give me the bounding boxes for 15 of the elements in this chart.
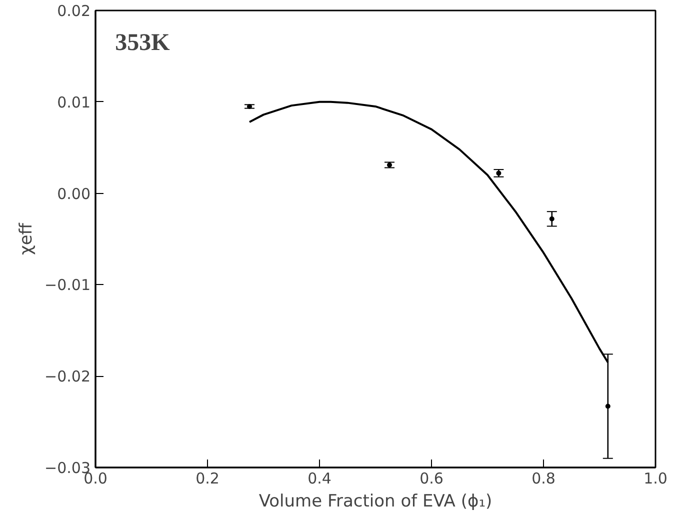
y-tick-label: 0.02 bbox=[57, 2, 91, 20]
x-axis-title: Volume Fraction of EVA (ϕ₁) bbox=[258, 492, 492, 512]
y-tick-label: 0.00 bbox=[57, 184, 91, 203]
y-tick-label: −0.01 bbox=[44, 276, 90, 294]
point bbox=[549, 216, 554, 222]
y-axis-title: χeff bbox=[16, 222, 37, 255]
y-tick-label: 0.01 bbox=[57, 93, 91, 112]
y-tick-label: −0.02 bbox=[44, 368, 90, 386]
x-tick-label: 0.2 bbox=[196, 470, 220, 488]
point bbox=[605, 404, 610, 409]
x-tick-label: 1.0 bbox=[644, 470, 668, 488]
annotation: 353K bbox=[115, 30, 170, 56]
x-tick-label: 0.4 bbox=[308, 470, 332, 488]
x-tick-label: 0.6 bbox=[420, 470, 444, 488]
x-tick-label: 0.8 bbox=[532, 470, 556, 488]
